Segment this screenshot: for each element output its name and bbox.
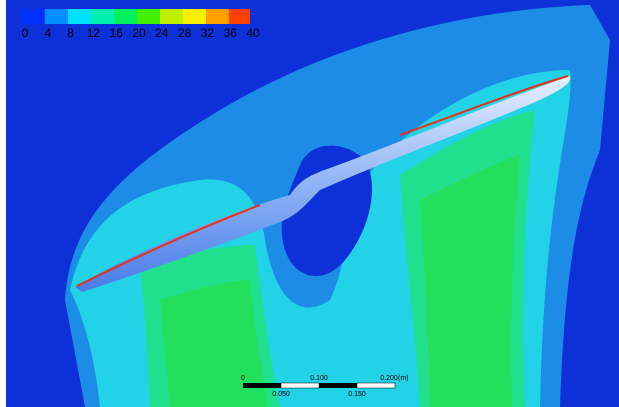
legend-label: 4 xyxy=(44,26,51,40)
scale-label: 0.100 xyxy=(310,375,328,382)
scale-label: 0.200 xyxy=(380,375,398,382)
colorbar xyxy=(22,9,250,24)
legend-label: 28 xyxy=(178,26,192,40)
region-high xyxy=(420,155,520,407)
legend-label: 36 xyxy=(224,26,238,40)
legend-label: 40 xyxy=(246,26,260,40)
legend-label: 16 xyxy=(110,26,124,40)
scale-bar xyxy=(243,383,395,388)
scale-label: 0.050 xyxy=(272,391,290,398)
legend-label: 32 xyxy=(201,26,215,40)
legend-label: 0 xyxy=(22,26,29,40)
scale-label: 0.150 xyxy=(348,391,366,398)
scale-unit: (m) xyxy=(398,375,409,382)
legend-label: 20 xyxy=(132,26,146,40)
contour-view: 0 4 8 12 16 20 24 28 32 36 40 0 0.100 0.200 (m) 0.… xyxy=(0,0,619,407)
legend-label: 8 xyxy=(67,26,74,40)
legend-label: 12 xyxy=(87,26,101,40)
legend-label: 24 xyxy=(155,26,169,40)
scale-label: 0 xyxy=(241,375,245,382)
